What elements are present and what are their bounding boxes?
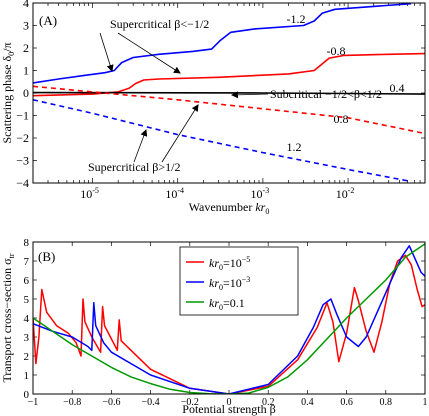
- y-tick-label: 1: [24, 370, 30, 382]
- y-tick-label: 5: [24, 294, 30, 306]
- x-tick-label: 0: [227, 397, 232, 408]
- series-label-0-4: 0.4: [390, 81, 405, 95]
- y-tick-label: −1: [16, 109, 29, 123]
- legend-box: [179, 246, 299, 316]
- y-tick-label: 3: [24, 332, 30, 344]
- annotation-arrows: [99, 32, 269, 163]
- x-tick-label: 10-2: [336, 186, 355, 201]
- y-tick-label: −3: [16, 154, 29, 168]
- y-tick-label: 6: [24, 275, 30, 287]
- arrow-to-black-solid: [231, 91, 269, 99]
- series-line-1: [33, 245, 425, 394]
- panel-b-x-tick-labels: −1 −0.8 −0.6 −0.4 −0.2 0 0.2 0.4 0.6 0.8 1: [28, 397, 428, 408]
- arrow-to-red-solid: [117, 32, 181, 74]
- x-tick-label: 0.8: [380, 397, 393, 408]
- panel-a-x-tick-labels: 10-5 10-4 10-3 10-2: [80, 186, 354, 201]
- y-tick-label: 2: [23, 41, 29, 55]
- arrow-to-red-dashed: [161, 104, 199, 163]
- series-label-0-8: 0.8: [334, 112, 349, 126]
- panel-a-chart: 10-5 10-4 10-3 10-2 −4 −3 −2 −1 0 1 2 3 4 (A) Waven…: [0, 0, 426, 216]
- y-tick-label: 7: [24, 256, 30, 268]
- series-line-4: [33, 99, 408, 182]
- panel-b-axes-frame: [32, 241, 426, 395]
- x-tick-label: 0.2: [262, 397, 275, 408]
- series-label-1-2: 1.2: [287, 140, 302, 154]
- y-tick-label: −2: [16, 131, 29, 145]
- x-tick-label: 0.4: [301, 397, 314, 408]
- x-tick-label: −0.4: [142, 397, 160, 408]
- annotation-supercritical-negative: Supercritical β<−1/2: [110, 17, 209, 31]
- annotation-subcritical: Subcritical −1/2<β<1/2: [270, 87, 382, 101]
- x-tick-label: −0.8: [63, 397, 81, 408]
- x-tick-label: 10-4: [165, 186, 184, 201]
- panel-b-x-axis-label: Potential strength β: [182, 402, 275, 416]
- series-label-neg0-8: -0.8: [327, 44, 346, 58]
- y-tick-label: 0: [23, 86, 29, 100]
- y-tick-label: 0: [24, 389, 30, 401]
- panel-a-x-axis-label: Wavenumber kr0: [189, 200, 270, 216]
- annotation-supercritical-positive: Supercritical β>1/2: [88, 160, 181, 174]
- x-tick-label: 0.6: [340, 397, 353, 408]
- series-line-3: [33, 85, 425, 135]
- y-tick-label: 4: [23, 0, 29, 10]
- panel-a-axes-frame: [32, 2, 426, 184]
- y-tick-label: 4: [24, 313, 30, 325]
- legend-entry-blue: kr0=10−3: [209, 275, 250, 292]
- legend-entry-red: kr0=10−5: [209, 255, 250, 272]
- arrow-to-blue-solid: [99, 32, 114, 72]
- y-tick-label: 1: [23, 64, 29, 78]
- series-label-neg1-2: -1.2: [287, 12, 306, 26]
- arrow-to-blue-dashed: [133, 129, 148, 163]
- panel-b-series: [33, 243, 425, 394]
- series-line-0: [33, 3, 412, 84]
- x-tick-label: −1: [28, 397, 39, 408]
- panel-b-legend: kr0=10−5 kr0=10−3 kr0=0.1: [179, 246, 299, 316]
- legend-entry-green: kr0=0.1: [209, 296, 245, 312]
- panel-b-y-tick-labels: 0 1 2 3 4 5 6 7 8: [24, 237, 30, 401]
- y-tick-label: 8: [24, 237, 30, 249]
- series-line-2: [33, 243, 425, 394]
- series-line-1: [33, 52, 425, 97]
- panel-a-label: (A): [39, 13, 57, 28]
- y-tick-label: 3: [23, 19, 29, 33]
- panel-b-chart: −1 −0.8 −0.6 −0.4 −0.2 0 0.2 0.4 0.6 0.8 1 0 1 2 3 4 5 6…: [0, 237, 428, 416]
- x-tick-label: 10-5: [80, 186, 99, 201]
- panel-b-y-axis-label: Transport cross−section σtr: [0, 253, 16, 382]
- x-tick-label: 1: [423, 397, 428, 408]
- series-line-2: [33, 91, 425, 95]
- x-tick-label: −0.6: [102, 397, 120, 408]
- y-tick-label: −4: [16, 176, 29, 190]
- panel-a-y-tick-labels: −4 −3 −2 −1 0 1 2 3 4: [16, 0, 29, 190]
- panel-a-y-axis-label: Scattering phase δ0/π: [0, 42, 16, 143]
- x-tick-label: −0.2: [181, 397, 199, 408]
- x-tick-label: 10-3: [251, 186, 270, 201]
- y-tick-label: 2: [24, 351, 30, 363]
- panel-a-series: [33, 3, 425, 182]
- panel-b-label: (B): [38, 249, 55, 264]
